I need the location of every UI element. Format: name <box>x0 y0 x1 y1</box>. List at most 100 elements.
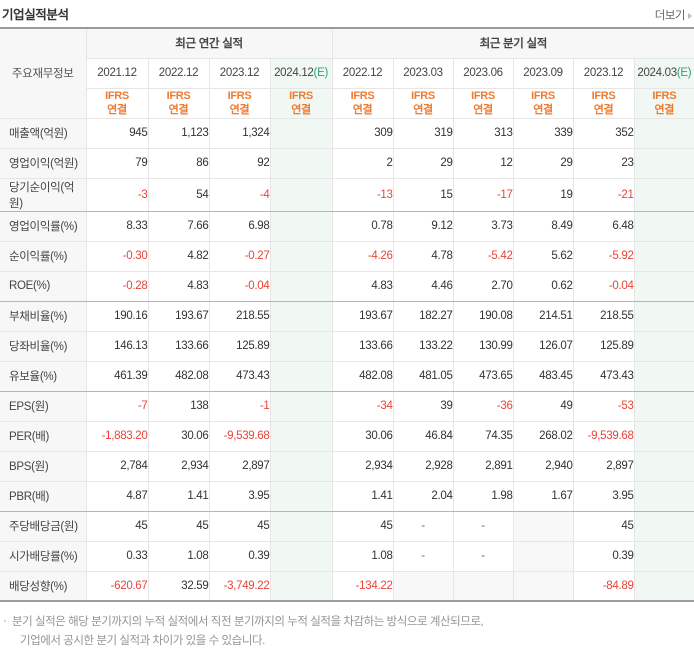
column-header-period-2023-12-annual: 2023.12 <box>208 57 271 89</box>
ifrs-standard-label: IFRS <box>531 89 555 102</box>
row-label: BPS(원) <box>0 450 87 482</box>
column-header-ifrs-1: IFRS 연결 <box>147 87 210 119</box>
table-cell: 29 <box>392 147 454 179</box>
table-cell: 1.41 <box>147 480 210 512</box>
footnote-quarterly: 분기 실적은 해당 분기까지의 누적 실적에서 직전 분기까지의 누적 실적을 … <box>4 613 692 648</box>
table-cell: 1.08 <box>331 540 394 572</box>
table-cell: 3.95 <box>572 480 635 512</box>
ifrs-scope-label: 연결 <box>352 104 373 117</box>
table-cell: 74.35 <box>452 420 514 452</box>
table-cell: -4 <box>208 177 271 212</box>
table-body: 매출액(억원) 945 1,123 1,324 309 319 313 339 352 영업이익(… <box>0 117 694 602</box>
table-cell: 4.46 <box>392 270 454 302</box>
ifrs-standard-label: IFRS <box>591 89 616 102</box>
table-cell: 6.48 <box>572 210 635 242</box>
table-cell <box>633 450 694 482</box>
table-cell: 1.41 <box>331 480 394 512</box>
row-label: 주당배당금(원) <box>0 510 87 542</box>
table-cell <box>269 330 333 362</box>
column-header-period-2021-12-annual: 2021.12 <box>86 57 149 89</box>
table-cell: 461.39 <box>85 360 149 392</box>
table-cell: 483.45 <box>512 360 574 392</box>
table-cell: 473.43 <box>208 360 271 392</box>
table-cell: 130.99 <box>452 330 514 362</box>
table-cell: 481.05 <box>392 360 454 392</box>
row-label: EPS(원) <box>0 390 87 422</box>
table-cell: -0.04 <box>572 270 635 302</box>
table-cell: 30.06 <box>147 420 210 452</box>
table-cell: 313 <box>452 117 514 149</box>
footnotes: 분기 실적은 해당 분기까지의 누적 실적에서 직전 분기까지의 누적 실적을 … <box>0 602 694 648</box>
table-cell: 2,784 <box>85 450 149 482</box>
table-cell <box>512 570 574 602</box>
table-cell: -3,749.22 <box>208 570 271 602</box>
table-cell <box>512 540 574 572</box>
table-cell: -36 <box>452 390 514 422</box>
table-cell: -0.28 <box>85 270 149 302</box>
table-row: 당기순이익(억원) -3 54 -4 -13 15 -17 19 -21 <box>0 177 694 212</box>
table-cell: 4.82 <box>147 240 210 272</box>
table-cell: 2,934 <box>331 450 394 482</box>
table-cell: -21 <box>572 177 635 212</box>
table-cell <box>392 570 454 602</box>
table-cell: - <box>452 510 514 542</box>
table-row: PBR(배) 4.87 1.41 3.95 1.41 2.04 1.98 1.67 3.95 <box>0 480 694 512</box>
table-cell: - <box>452 540 514 572</box>
table-cell <box>269 360 333 392</box>
table-cell <box>633 510 694 542</box>
table-cell: 32.59 <box>147 570 210 602</box>
table-cell: 45 <box>331 510 394 542</box>
table-cell <box>633 540 694 572</box>
row-label: 순이익률(%) <box>0 240 87 272</box>
ifrs-scope-label: 연결 <box>229 104 250 117</box>
table-cell: 15 <box>392 177 454 212</box>
row-label: 영업이익률(%) <box>0 210 87 242</box>
table-cell: 214.51 <box>512 300 574 332</box>
table-cell: 3.73 <box>452 210 514 242</box>
table-cell: 3.95 <box>208 480 271 512</box>
table-cell <box>269 270 333 302</box>
table-cell: -84.89 <box>572 570 635 602</box>
table-cell: 4.83 <box>331 270 394 302</box>
table-cell: 218.55 <box>208 300 271 332</box>
ifrs-scope-label: 연결 <box>473 104 493 117</box>
ifrs-scope-label: 연결 <box>291 104 311 117</box>
table-cell: 0.39 <box>572 540 635 572</box>
table-cell <box>269 117 333 149</box>
table-cell: -134.22 <box>331 570 394 602</box>
table-row: 매출액(억원) 945 1,123 1,324 309 319 313 339 352 <box>0 117 694 149</box>
table-row: ROE(%) -0.28 4.83 -0.04 4.83 4.46 2.70 0.62 -0.0… <box>0 270 694 302</box>
table-cell: 23 <box>572 147 635 179</box>
table-cell: 319 <box>392 117 454 149</box>
ifrs-scope-label: 연결 <box>107 104 127 117</box>
ifrs-scope-label: 연결 <box>168 104 189 117</box>
table-cell: -9,539.68 <box>208 420 271 452</box>
more-link[interactable]: 더보기 <box>655 7 692 23</box>
table-cell: 79 <box>85 147 149 179</box>
table-cell: 473.65 <box>452 360 514 392</box>
column-header-period-2022-12-quarter: 2022.12 <box>331 57 394 89</box>
table-cell: 29 <box>512 147 574 179</box>
table-cell: 2.04 <box>392 480 454 512</box>
table-cell: -0.04 <box>208 270 271 302</box>
table-cell: 1.67 <box>512 480 574 512</box>
table-cell <box>633 390 694 422</box>
column-header-ifrs-4: IFRS 연결 <box>331 87 394 119</box>
table-cell: 2,897 <box>208 450 271 482</box>
table-cell <box>269 390 333 422</box>
ifrs-standard-label: IFRS <box>289 89 313 102</box>
ifrs-standard-label: IFRS <box>652 89 677 102</box>
table-cell: 9.12 <box>392 210 454 242</box>
financial-summary-table: 주요재무정보 최근 연간 실적 최근 분기 실적 2021.12 2022.12 2… <box>0 27 694 603</box>
table-cell: 268.02 <box>512 420 574 452</box>
table-cell: 218.55 <box>572 300 635 332</box>
table-cell: 473.43 <box>572 360 635 392</box>
header-period-row: 2021.12 2022.12 2023.12 2024.12(E) 2022.12 20… <box>0 57 694 89</box>
table-cell: -3 <box>85 177 149 212</box>
table-cell: 146.13 <box>85 330 149 362</box>
column-header-ifrs-0: IFRS 연결 <box>86 87 149 119</box>
ifrs-standard-label: IFRS <box>105 89 129 102</box>
row-label: 유보율(%) <box>0 360 87 392</box>
table-cell <box>269 450 333 482</box>
table-cell: 190.16 <box>85 300 149 332</box>
